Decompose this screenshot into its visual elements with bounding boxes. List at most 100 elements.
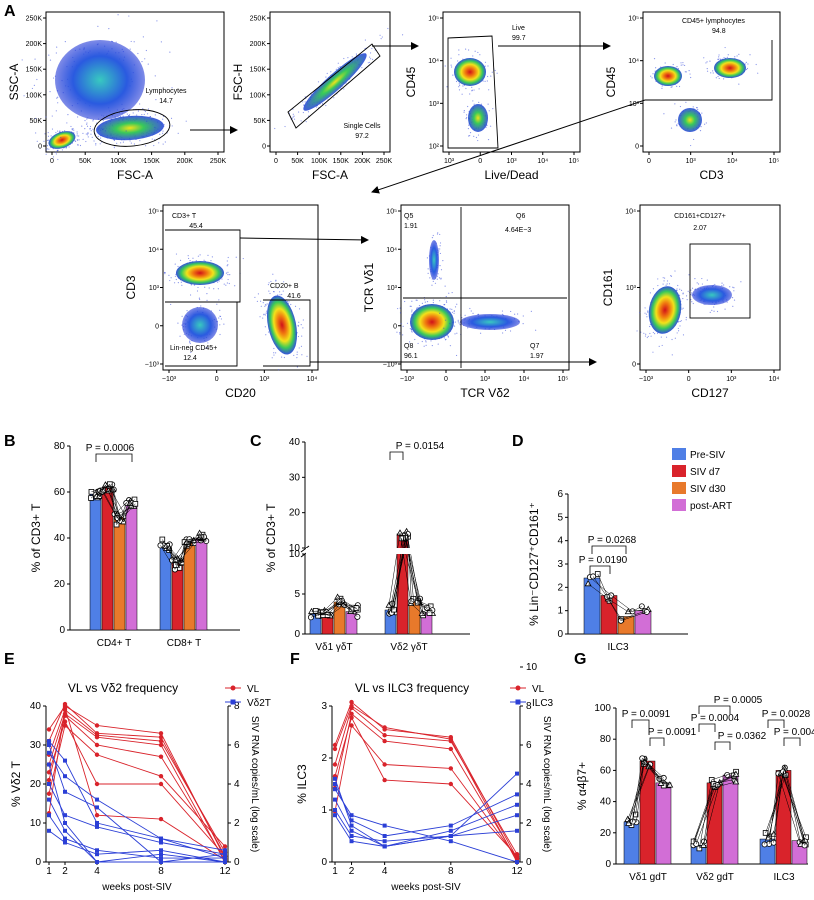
event-dot (46, 139, 49, 142)
density-core (176, 261, 224, 285)
event-dot (56, 150, 58, 152)
event-dot (718, 77, 720, 80)
event-dot (227, 278, 229, 281)
pair-line (99, 490, 132, 519)
event-dot (317, 81, 320, 83)
event-dot (371, 58, 374, 61)
event-dot (465, 114, 468, 116)
event-dot (169, 51, 171, 53)
event-dot (192, 257, 194, 259)
y-tick-label: 20 (289, 508, 301, 519)
x-tick-label: 150K (333, 158, 350, 165)
y-tick-label: 10⁵ (148, 209, 159, 216)
event-dot (187, 255, 189, 257)
event-dot (142, 107, 144, 110)
x-category-label: CD4+ T (97, 638, 132, 649)
event-dot (306, 355, 308, 357)
event-dot (66, 122, 68, 124)
y-tick-label: 30 (30, 740, 42, 751)
gate-pct: 97.2 (355, 133, 369, 140)
event-cloud (663, 101, 707, 147)
event-dot (431, 344, 433, 347)
event-dot (290, 303, 292, 306)
event-dot (677, 327, 679, 330)
event-dot (682, 334, 685, 336)
event-dot (92, 120, 94, 122)
event-dot (679, 288, 681, 290)
event-dot (185, 120, 187, 122)
x-tick-label: 10⁵ (558, 376, 569, 383)
vl-point (94, 813, 100, 818)
event-dot (652, 73, 654, 75)
pair-line (773, 771, 805, 846)
significance-bracket (631, 719, 650, 728)
event-dot (469, 307, 471, 310)
event-dot (307, 111, 310, 113)
event-dot (221, 278, 223, 280)
event-dot (451, 291, 453, 294)
x-tick-label: 10⁴ (537, 158, 548, 165)
event-dot (417, 306, 419, 309)
y-tick-label: 60 (600, 765, 612, 776)
event-dot (275, 352, 277, 354)
event-dot (219, 315, 221, 317)
event-dot (709, 311, 711, 313)
y-tick-label: 40 (600, 797, 612, 808)
flow-plot-p3: Live/Dead CD45 10³ 0 10³ 10⁴ 10⁵ 10² 10³ 10⁴ 10⁵ Li… (404, 11, 581, 182)
event-dot (674, 270, 676, 272)
event-dot (264, 305, 266, 307)
gating-arrow (239, 235, 369, 244)
x-category-label: Vδ1 gdT (629, 872, 667, 883)
freq-point (515, 828, 519, 833)
vl-point (448, 766, 454, 771)
event-dot (102, 128, 104, 130)
event-dot (656, 332, 659, 334)
event-dot (438, 250, 440, 252)
event-dot (691, 292, 693, 294)
event-dot (670, 275, 672, 277)
event-dot (296, 353, 298, 356)
event-dot (411, 300, 413, 302)
event-dot (646, 336, 648, 339)
event-dot (207, 254, 209, 256)
legend-label: post-ART (690, 501, 732, 512)
y-tick-label: 0 (155, 323, 159, 330)
event-dot (691, 287, 694, 289)
gate2-pct: 41.6 (287, 293, 301, 300)
event-dot (445, 301, 448, 303)
event-dot (86, 125, 89, 127)
event-cloud (396, 285, 471, 357)
event-dot (278, 369, 280, 371)
event-dot (260, 305, 262, 307)
event-dot (475, 136, 478, 139)
freq-point (349, 823, 354, 828)
event-dot (467, 105, 469, 108)
event-dot (452, 322, 454, 324)
pair-line (764, 766, 806, 845)
event-dot (226, 260, 228, 262)
event-dot (265, 334, 267, 336)
event-dot (78, 139, 80, 141)
pair-line (693, 775, 734, 842)
freq-point (448, 828, 453, 833)
freq-point (515, 802, 519, 807)
event-dot (678, 85, 681, 88)
event-dot (666, 280, 669, 282)
event-dot (411, 309, 413, 311)
freq-point (159, 856, 163, 861)
vl-point (94, 742, 100, 748)
event-dot (666, 283, 668, 285)
event-dot (198, 297, 200, 299)
event-dot (731, 297, 734, 299)
pair-line (695, 774, 728, 845)
event-dot (52, 77, 55, 79)
y-axis-label: % Lin⁻CD127⁺CD161⁺ (527, 502, 541, 626)
vl-point (158, 781, 164, 787)
event-dot (197, 286, 199, 289)
event-dot (479, 54, 481, 56)
freq-point (223, 848, 227, 853)
event-dot (473, 89, 475, 91)
event-dot (726, 301, 728, 303)
flow-cytometry-gating: FSC-A SSC-A 0 50K 100K 150K 200K 250K 0 50K 100K 15… (7, 11, 781, 400)
